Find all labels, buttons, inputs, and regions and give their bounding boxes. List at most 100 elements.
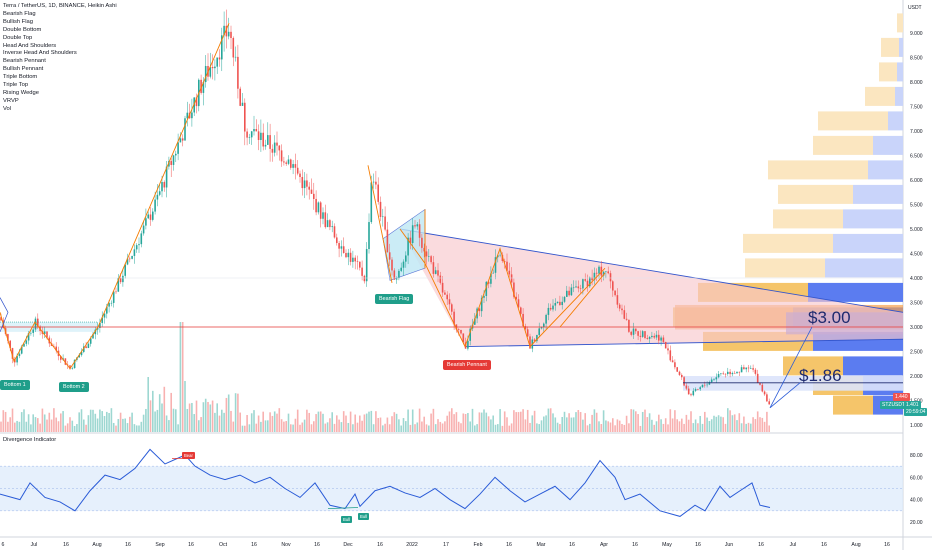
volume-bar <box>239 412 241 432</box>
pennant-fill <box>400 229 903 347</box>
volume-bar <box>46 419 48 432</box>
legend-item-7[interactable]: Bullish Pennant <box>3 66 44 73</box>
candle-body <box>508 270 511 275</box>
volume-bar <box>425 424 428 432</box>
vrvp-up-row <box>773 209 843 229</box>
candle-body <box>402 261 405 268</box>
candle-body <box>340 246 343 249</box>
volume-bar <box>628 423 630 432</box>
candle-body <box>648 337 651 339</box>
vrvp-down-row <box>868 160 903 180</box>
time-tick: Aug <box>851 542 860 548</box>
volume-bar <box>177 424 179 432</box>
volume-profile <box>673 13 903 415</box>
candle-body <box>584 279 586 281</box>
candle-body <box>280 150 283 162</box>
chart-title[interactable]: Terra / TetherUS, 1D, BINANCE, Heikin As… <box>3 3 117 9</box>
volume-bar <box>600 424 603 432</box>
legend-item-4[interactable]: Head And Shoulders <box>3 42 57 49</box>
legend-item-3[interactable]: Double Top <box>3 34 33 41</box>
volume-bar <box>754 419 757 432</box>
volume-bar <box>759 417 761 432</box>
volume-bar <box>589 423 591 432</box>
legend-item-9[interactable]: Triple Top <box>3 82 29 89</box>
volume-bar <box>715 416 718 432</box>
candle-body <box>273 142 276 153</box>
pattern-line-1 <box>367 165 393 283</box>
candle-body <box>384 216 386 230</box>
candle-body <box>616 295 619 305</box>
candle-body <box>727 371 729 375</box>
volume-bar <box>329 418 331 432</box>
volume-bar <box>276 413 278 432</box>
legend-item-12[interactable]: Vol <box>3 105 12 112</box>
volume-bar <box>621 423 623 432</box>
legend-item-2[interactable]: Double Bottom <box>3 26 42 33</box>
vrvp-down-row <box>897 62 903 82</box>
candle-body <box>359 261 361 268</box>
candle-body <box>306 180 308 187</box>
candle-body <box>345 252 347 258</box>
volume-bar <box>678 421 681 432</box>
vrvp-up-row <box>778 184 853 204</box>
price-tick: 5.500 <box>910 203 923 209</box>
candle-body <box>391 259 393 271</box>
candle-body <box>621 308 623 311</box>
candle-body <box>179 138 182 143</box>
volume-bar <box>674 410 676 432</box>
volume-bar <box>692 423 695 432</box>
legend-item-8[interactable]: Triple Bottom <box>3 74 38 81</box>
volume-bar <box>492 415 494 432</box>
indicator-legend: Terra / TetherUS, 1D, BINANCE, Heikin As… <box>3 3 117 114</box>
projection-186 <box>769 382 801 409</box>
time-axis: 6 Jul 16 Aug 16 Sep 16 Oct 16 Nov 16 Dec 16 2022 17 Feb… <box>2 542 890 548</box>
legend-item-6[interactable]: Bearish Pennant <box>3 58 46 65</box>
candle-body <box>658 334 660 341</box>
volume-bar <box>416 422 419 432</box>
candle-body <box>338 243 340 249</box>
candle-body <box>363 275 366 282</box>
legend-item-1[interactable]: Bullish Flag <box>3 18 33 25</box>
candle-body <box>287 159 290 164</box>
vrvp-down-row <box>833 233 903 253</box>
legend-item-11[interactable]: VRVP <box>3 97 19 104</box>
volume-bar <box>246 415 248 432</box>
time-tick: Jul <box>31 542 38 548</box>
volume-bar <box>393 412 396 432</box>
candle-body <box>317 202 320 213</box>
osc-bull-badge-2: Bull <box>358 513 369 520</box>
volume-bar <box>2 410 5 432</box>
volume-bar <box>460 423 462 432</box>
candle-body <box>248 137 251 138</box>
volume-bar <box>752 417 754 432</box>
volume-bar <box>92 409 94 432</box>
volume-bar <box>559 424 561 432</box>
candle-body <box>520 307 522 314</box>
candle-body <box>430 256 432 263</box>
volume-bar <box>14 422 16 432</box>
volume-bar <box>214 412 216 432</box>
candle-body <box>618 304 621 309</box>
volume-bar <box>142 414 145 432</box>
volume-bar <box>395 413 398 432</box>
candle-body <box>676 367 678 372</box>
oscillator-title[interactable]: Divergence Indicator <box>3 437 57 443</box>
candle-body <box>361 267 363 276</box>
time-tick: 16 <box>632 542 638 548</box>
volume-bar <box>11 408 14 432</box>
candle-body <box>595 272 598 274</box>
volume-bar <box>354 414 356 432</box>
volume-bar <box>602 410 605 432</box>
volume-bar <box>34 417 37 432</box>
candle-body <box>625 318 628 320</box>
volume-bar <box>540 420 543 432</box>
legend-item-0[interactable]: Bearish Flag <box>3 10 36 17</box>
volume-bar <box>510 423 513 432</box>
volume-bar <box>216 403 218 432</box>
legend-item-10[interactable]: Rising Wedge <box>3 89 39 96</box>
legend-item-5[interactable]: Inverse Head And Shoulders <box>3 50 77 57</box>
volume-bar <box>529 422 531 432</box>
volume-bar <box>363 414 366 432</box>
volume-bar <box>43 414 46 432</box>
